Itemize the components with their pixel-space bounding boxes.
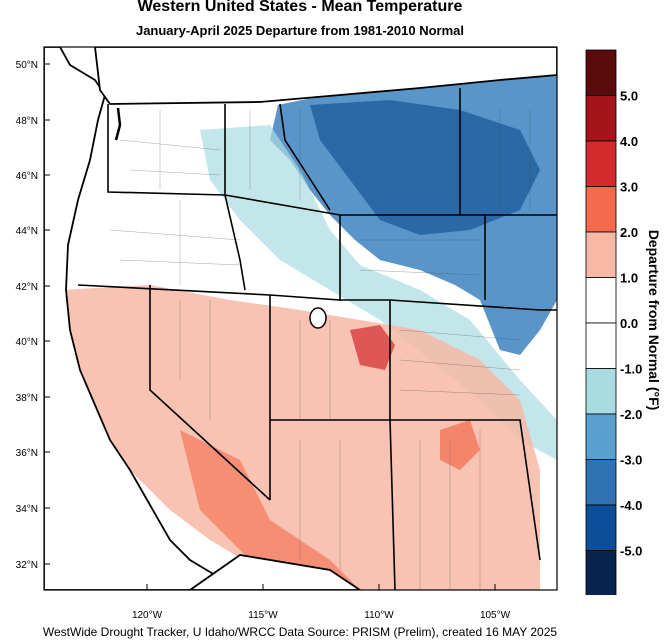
lon-label: 115°W [248,610,278,621]
colorbar-tick-label: -3.0 [620,453,642,468]
puget-sound [114,107,122,141]
lat-label: 34°N [16,504,38,515]
colorbar-tick-label: -2.0 [620,407,642,422]
lat-label: 48°N [16,116,38,127]
great-salt-lake [309,307,327,329]
lat-label: 32°N [16,560,38,571]
latitude-ticks [44,63,50,565]
colorbar-swatch [585,322,617,369]
lon-label: 120°W [132,610,163,621]
colorbar-tick-label: -1.0 [620,362,642,377]
colorbar-swatch [585,277,617,324]
map-title: Western United States - Mean Temperature [137,0,463,15]
colorbar-tick-label: 2.0 [620,225,638,240]
lat-label: 46°N [16,171,38,182]
colorbar-swatch [585,140,617,187]
colorbar-swatch [585,413,617,460]
colorbar-tick-label: 0.0 [620,316,638,331]
colorbar-swatch [585,504,617,551]
mexico-border [188,554,362,590]
credit-line: WestWide Drought Tracker, U Idaho/WRCC D… [42,625,558,639]
colorbar-tick-label: 3.0 [620,180,638,195]
latitude-labels: 50°N 48°N 46°N 44°N 42°N 40°N 38°N 36°N … [16,60,38,571]
colorbar-swatch [585,186,617,233]
colorbar-title: Departure from Normal (°F) [646,229,662,411]
colorbar-swatch [585,368,617,415]
lon-label: 110°W [364,610,394,621]
lon-label: 105°W [480,610,511,621]
colorbar-swatch [585,459,617,506]
map-subtitle: January-April 2025 Departure from 1981-2… [135,23,465,38]
state-boundaries [77,88,557,590]
colorbar-swatch [585,95,617,142]
hot-core-southwest [180,430,360,590]
colorbar-swatch [585,49,617,96]
lat-label: 38°N [16,393,38,404]
colorbar-tick-label: 4.0 [620,134,638,149]
lat-label: 50°N [16,60,38,71]
colorbar-swatch [585,550,617,595]
lat-label: 44°N [16,226,38,237]
colorbar-tick-label: -5.0 [620,544,642,559]
hot-core-utah [350,325,395,370]
map-frame [43,46,558,591]
colorbar-swatch [585,231,617,278]
colorbar-tick-label: 1.0 [620,271,638,286]
colorbar: 5.0 4.0 3.0 2.0 1.0 0.0 -1.0 -2.0 -3.0 -4.0 -5.0 [585,49,642,595]
lat-label: 40°N [16,337,38,348]
deep-cold-core [310,100,540,235]
county-lines [109,110,531,590]
canada-border [94,47,557,105]
lat-label: 42°N [16,282,38,293]
longitude-ticks [146,584,496,590]
longitude-labels: 120°W 115°W 110°W 105°W [132,610,511,621]
colorbar-tick-label: -4.0 [620,498,642,513]
colorbar-tick-label: 5.0 [620,89,638,104]
lat-label: 36°N [16,448,38,459]
